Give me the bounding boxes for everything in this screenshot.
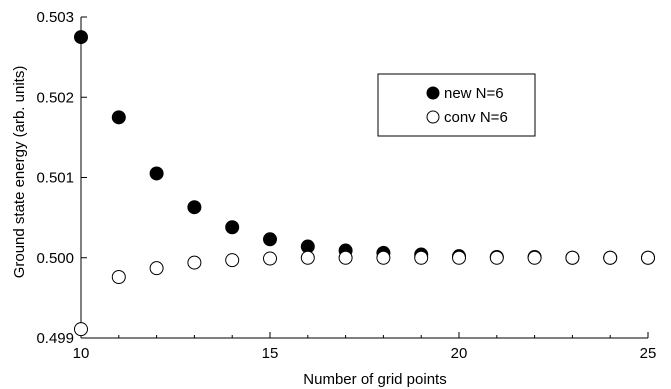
- legend: new N=6 conv N=6: [377, 73, 536, 137]
- conv-point: [300, 250, 315, 265]
- x-ticks: 10 15 20 25: [73, 332, 657, 362]
- y-axis-label: Ground state energy (arb. units): [11, 66, 28, 279]
- conv-point: [263, 251, 277, 266]
- y-tick-label: 0.500: [36, 250, 74, 267]
- y-tick-label: 0.502: [36, 89, 74, 106]
- new-point: [111, 110, 126, 125]
- conv-point: [489, 250, 504, 265]
- y-ticks: 0.499 0.500 0.501 0.502 0.503: [36, 9, 87, 347]
- conv-point: [641, 250, 655, 265]
- legend-label-conv: conv N=6: [444, 109, 508, 126]
- new-point: [74, 30, 88, 45]
- y-tick-label: 0.501: [36, 170, 74, 187]
- data-points: [74, 30, 655, 337]
- conv-point: [603, 250, 618, 265]
- x-tick-label: 20: [451, 345, 468, 362]
- conv-point: [414, 250, 429, 265]
- conv-point: [565, 250, 580, 265]
- y-tick-label: 0.503: [36, 9, 74, 26]
- conv-point: [338, 250, 353, 265]
- new-point: [225, 220, 240, 235]
- y-tick-label: 0.499: [36, 330, 74, 347]
- x-tick-label: 10: [73, 345, 90, 362]
- conv-point: [452, 250, 466, 265]
- new-point: [187, 200, 202, 215]
- legend-box: [377, 73, 536, 137]
- x-tick-label: 15: [262, 345, 279, 362]
- conv-point: [225, 253, 240, 268]
- conv-point: [376, 250, 391, 265]
- series-conv: [74, 250, 655, 337]
- conv-point: [149, 261, 164, 276]
- axes: [80, 17, 648, 339]
- legend-marker-conv: [426, 110, 440, 124]
- conv-point: [74, 322, 88, 337]
- legend-label-new: new N=6: [444, 85, 504, 102]
- new-point: [263, 232, 277, 247]
- conv-point: [187, 255, 202, 270]
- conv-point: [527, 250, 542, 265]
- x-tick-label: 25: [640, 345, 657, 362]
- series-new: [74, 30, 655, 265]
- x-axis-label: Number of grid points: [303, 371, 446, 388]
- new-point: [149, 166, 164, 181]
- conv-point: [111, 270, 126, 285]
- legend-marker-new: [426, 86, 440, 100]
